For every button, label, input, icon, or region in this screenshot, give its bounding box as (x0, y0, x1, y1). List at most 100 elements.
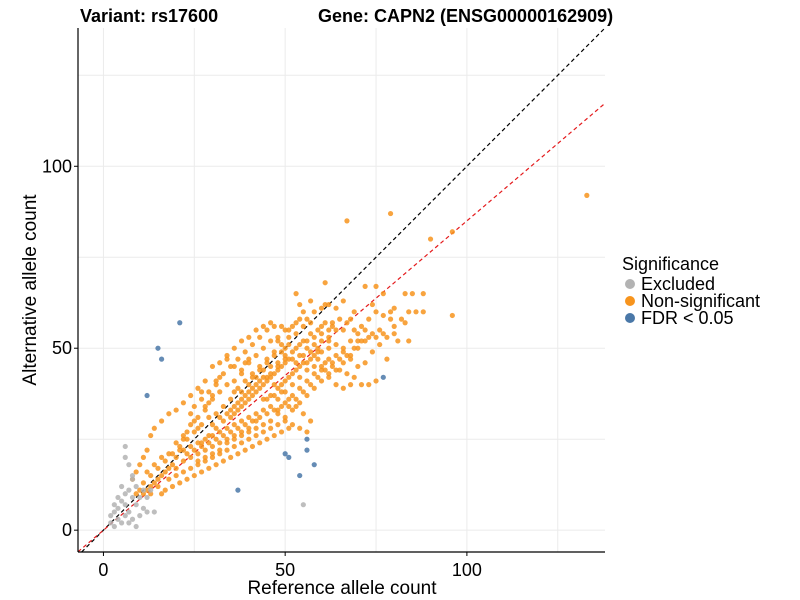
data-point-non-significant (231, 403, 237, 410)
data-point-non-significant (195, 414, 201, 420)
data-point-non-significant (318, 305, 325, 311)
data-point-non-significant (275, 422, 281, 428)
data-point-excluded (137, 513, 143, 519)
data-point-excluded (144, 509, 150, 515)
data-point-fdr-0-05 (158, 356, 165, 362)
data-point-non-significant (326, 338, 332, 344)
data-point-non-significant (173, 440, 179, 446)
data-point-non-significant (304, 378, 310, 384)
data-point-non-significant (387, 210, 394, 217)
data-point-non-significant (340, 298, 346, 304)
data-point-non-significant (224, 440, 230, 446)
data-point-non-significant (347, 316, 354, 322)
data-point-non-significant (318, 378, 325, 384)
data-point-non-significant (242, 392, 248, 399)
data-point-non-significant (209, 363, 216, 370)
data-point-non-significant (289, 371, 296, 377)
data-point-non-significant (188, 454, 194, 460)
data-point-non-significant (275, 385, 281, 391)
data-point-non-significant (206, 389, 212, 395)
data-point-non-significant (151, 425, 157, 431)
data-point-excluded (115, 494, 121, 501)
data-point-non-significant (322, 280, 328, 286)
data-point-non-significant (300, 338, 306, 344)
data-point-non-significant (231, 422, 237, 428)
data-points (108, 192, 590, 530)
data-point-non-significant (140, 491, 147, 497)
data-point-non-significant (315, 374, 321, 380)
data-point-non-significant (326, 327, 332, 333)
data-point-non-significant (202, 403, 208, 410)
data-point-non-significant (213, 462, 219, 468)
data-point-non-significant (209, 422, 216, 428)
data-point-non-significant (133, 491, 139, 497)
data-point-non-significant (362, 327, 368, 333)
data-point-non-significant (235, 356, 241, 362)
data-point-non-significant (351, 309, 357, 315)
data-point-excluded (126, 509, 132, 515)
data-point-non-significant (206, 440, 212, 446)
axis-ticks: 0 50 100 0 50 100 (42, 156, 482, 580)
data-point-non-significant (209, 451, 216, 457)
data-point-non-significant (198, 422, 205, 428)
data-point-non-significant (195, 451, 201, 457)
data-point-non-significant (224, 411, 230, 417)
data-point-non-significant (253, 374, 259, 380)
data-point-non-significant (351, 374, 357, 380)
data-point-non-significant (315, 356, 321, 362)
data-point-non-significant (151, 462, 157, 468)
data-point-non-significant (347, 356, 354, 362)
data-point-fdr-0-05 (304, 447, 310, 453)
data-point-non-significant (275, 363, 281, 370)
data-point-non-significant (246, 360, 252, 366)
data-point-non-significant (238, 367, 245, 373)
data-point-non-significant (213, 378, 219, 384)
legend-label-non-significant: Non-significant (641, 291, 760, 311)
data-point-non-significant (300, 360, 306, 366)
x-axis-title: Reference allele count (247, 578, 437, 599)
data-point-non-significant (195, 425, 201, 431)
data-point-excluded (300, 502, 306, 508)
data-point-excluded (111, 523, 117, 530)
data-point-non-significant (173, 472, 179, 479)
data-point-non-significant (158, 491, 165, 497)
data-point-non-significant (246, 429, 252, 435)
data-point-fdr-0-05 (235, 487, 241, 493)
data-point-non-significant (206, 432, 212, 439)
data-point-non-significant (213, 425, 219, 431)
data-point-non-significant (329, 363, 336, 370)
data-point-non-significant (326, 374, 332, 380)
data-point-non-significant (253, 352, 259, 359)
data-point-non-significant (318, 349, 325, 355)
data-point-non-significant (308, 349, 314, 355)
data-point-non-significant (209, 432, 216, 439)
data-point-non-significant (358, 382, 365, 388)
data-point-non-significant (289, 422, 296, 428)
data-point-non-significant (340, 385, 346, 391)
data-point-non-significant (249, 443, 256, 450)
data-point-non-significant (297, 316, 303, 322)
data-point-non-significant (213, 411, 219, 417)
data-point-non-significant (344, 371, 350, 377)
data-point-non-significant (337, 316, 343, 322)
data-point-non-significant (202, 447, 208, 453)
data-point-non-significant (282, 360, 288, 366)
data-point-non-significant (162, 458, 168, 464)
data-point-non-significant (278, 389, 285, 395)
data-point-non-significant (289, 407, 296, 413)
data-point-non-significant (137, 462, 143, 468)
data-point-non-significant (268, 425, 274, 431)
data-point-non-significant (264, 396, 270, 402)
legend: Significance Excluded Non-significant FD… (622, 254, 760, 328)
data-point-non-significant (198, 389, 205, 395)
data-point-non-significant (257, 440, 263, 446)
data-point-non-significant (253, 327, 259, 333)
data-point-non-significant (155, 465, 161, 471)
x-tick-label: 50 (275, 560, 295, 580)
data-point-non-significant (293, 331, 299, 337)
data-point-non-significant (282, 356, 288, 362)
data-point-non-significant (217, 374, 223, 380)
data-point-non-significant (293, 403, 299, 410)
x-tick-label: 0 (98, 560, 108, 580)
data-point-non-significant (318, 323, 325, 329)
